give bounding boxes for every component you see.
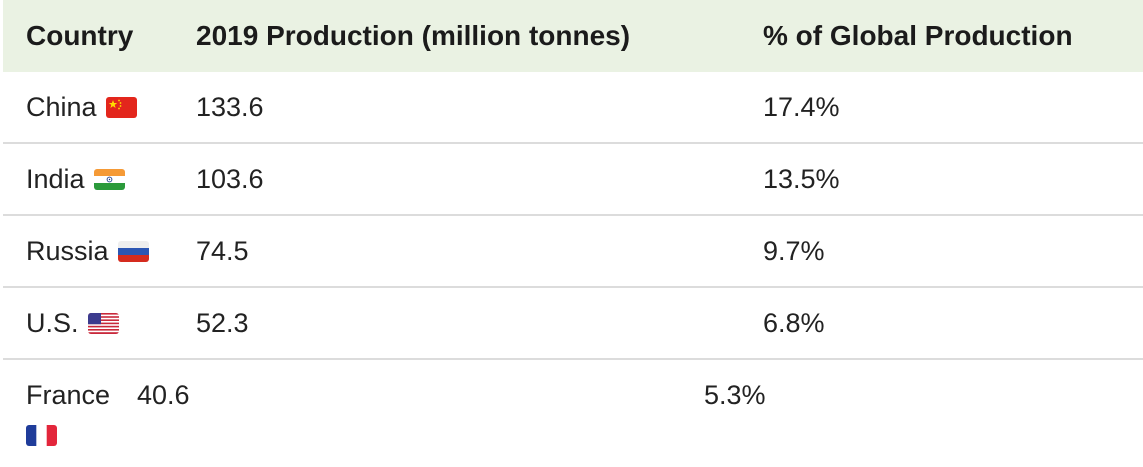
table-header: Country 2019 Production (million tonnes)… [3,0,1143,72]
header-country: Country [26,20,134,51]
production-cell: 103.6 [196,163,264,194]
production-cell: 133.6 [196,91,264,122]
share-cell: 5.3% [704,380,766,410]
production-cell: 52.3 [196,307,249,338]
country-cell: China [3,92,172,123]
share-cell: 9.7% [763,235,825,266]
country-cell: India [3,164,172,195]
country-cell: Russia [3,236,172,267]
us-flag-icon [87,312,119,334]
production-cell: 74.5 [196,235,249,266]
country-name: U.S. [26,307,79,338]
share-cell: 6.8% [763,307,825,338]
table-row: India 103.6 13.5% [3,144,1143,216]
header-production: 2019 Production (million tonnes) [196,20,631,51]
country-name: China [26,91,97,122]
share-cell: 13.5% [763,163,840,194]
production-table: Country 2019 Production (million tonnes)… [3,0,1143,467]
china-flag-icon [105,96,137,118]
header-share: % of Global Production [763,20,1073,51]
country-cell: U.S. [3,308,172,339]
production-cell: 40.6 [137,380,190,410]
country-name: Russia [26,235,109,266]
share-cell: 17.4% [763,91,840,122]
table-row: U.S. 52.3 [3,288,1143,360]
country-name: India [26,163,85,194]
table-row: Russia 74.5 9.7% [3,216,1143,288]
russia-flag-icon [117,240,149,262]
table-row: France 40.6 5.3% [3,360,1143,467]
country-cell: France [3,380,113,446]
table-row: China 133.6 17.4% [3,72,1143,144]
country-name: France [26,380,111,410]
india-flag-icon [93,168,125,190]
france-flag-icon [26,425,57,446]
